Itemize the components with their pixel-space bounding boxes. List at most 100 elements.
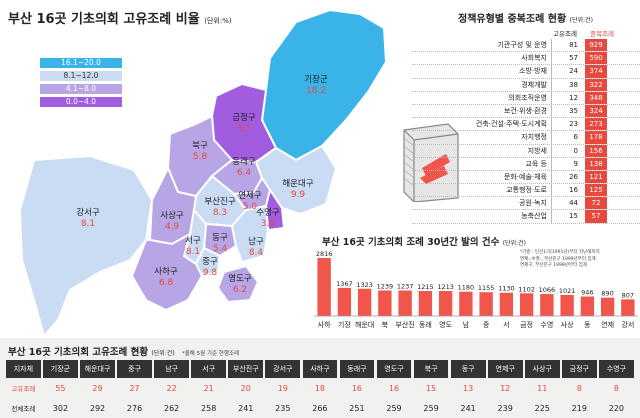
column-header: 기장군 (43, 360, 78, 378)
region-11 (230, 204, 270, 264)
own-cell: 13 (463, 384, 474, 393)
policy-name: 교통행정·도로 (506, 186, 547, 195)
policy-dup: 324 (585, 104, 607, 118)
bar-category: 서 (503, 320, 509, 329)
column-header: 북구 (413, 360, 449, 378)
bottom-table-title-text: 부산 16곳 기초의회 고유조례 현황 (8, 347, 149, 358)
policy-dup: 374 (585, 65, 607, 78)
region-label: 수영구 (256, 207, 280, 218)
bottom-table-title: 부산 16곳 기초의회 고유조례 현황 (단위:건) *올해 5월 기준 현행조… (8, 344, 239, 358)
header-label: 지자체 (6, 360, 41, 378)
bar (398, 290, 412, 316)
column-header: 부산진구 (228, 360, 264, 378)
policy-name: 농축산업 (521, 212, 547, 221)
policy-name: 건축·건설·주택·도시계획 (475, 120, 547, 129)
legend-item: 4.1~8.0 (40, 84, 122, 94)
bar-value: 807 (622, 291, 634, 299)
policy-row: 보건·위생·환경 35 324 (412, 104, 640, 119)
bar-value: 890 (601, 290, 613, 298)
bar-value: 1102 (518, 285, 535, 293)
policy-own: 35 (551, 104, 582, 118)
policy-own: 0 (551, 144, 582, 157)
bottom-table-panel: 부산 16곳 기초의회 고유조례 현황 (단위:건) *올해 5월 기준 현행조… (0, 338, 640, 418)
policy-own: 9 (551, 157, 582, 170)
bar-category: 영도 (439, 320, 452, 329)
policy-row: 건축·건설·주택·도시계획 23 273 (412, 118, 640, 132)
column-header: 동래구 (339, 360, 375, 378)
region-label: 중구 (202, 257, 218, 267)
bar-chart: 2816 사하 1367 기장 1323 해운대 1239 북 1237 부산진 1215 동래 121… (314, 250, 638, 329)
own-cell: 21 (203, 384, 214, 393)
column-header: 사하구 (302, 360, 338, 378)
policy-table-title: 정책유형별 중복조례 현황 (단위:건) (458, 10, 593, 25)
region-value: 3.7 (237, 124, 251, 134)
policy-name: 기관구성 및 운영 (497, 41, 547, 49)
bar-category: 동래 (419, 320, 432, 329)
column-header: 남구 (154, 360, 190, 378)
column-header: 중구 (117, 360, 152, 378)
bar (540, 294, 554, 316)
bar-category: 부산진 (395, 320, 414, 329)
bar (479, 292, 493, 316)
bar (499, 292, 514, 316)
bottom-table-header: 지자체 기장군 해운대구 중구 남구 서구 부산진구 강서구 사하구 동래구 영도구 북구 동구 연제구… (6, 360, 636, 378)
policy-row: 공원·녹지 44 72 (412, 197, 640, 211)
column-header: 서구 (191, 360, 227, 378)
total-cell: 258 (201, 404, 217, 413)
policy-dup: 273 (585, 118, 607, 131)
policy-name: 지방세 (527, 146, 547, 155)
policy-own: 26 (551, 170, 582, 184)
policy-name: 의회조직운영 (508, 93, 547, 102)
region-value: 8.3 (213, 208, 227, 218)
policy-dup: 72 (585, 197, 607, 210)
region-label: 연제구 (238, 191, 262, 201)
total-cell: 259 (423, 404, 439, 413)
bar (438, 291, 453, 316)
row-label-total: 전체조례 (11, 405, 36, 413)
note-line: 연제구, 부산진구 1998년부터 집계 (520, 263, 587, 268)
bar-value: 1367 (336, 280, 353, 288)
bar (519, 293, 534, 316)
bar-category: 기장 (338, 320, 351, 329)
total-cell: 266 (312, 404, 328, 413)
region-value: 6.4 (237, 168, 252, 178)
map-unit: (단위:%) (204, 17, 232, 25)
policy-name: 문화·예술·체육 (503, 172, 547, 181)
policy-dup: 348 (585, 91, 607, 104)
policy-own: 23 (551, 118, 582, 131)
bar-chart-title-text: 부산 16곳 기초의회 조례 30년간 발의 건수 (322, 237, 500, 248)
bar-category: 수영 (540, 320, 553, 329)
policy-dup: 57 (585, 210, 607, 223)
policy-row: 문화·예술·체육 26 121 (412, 170, 640, 185)
bar-category: 연제 (601, 321, 614, 329)
policy-row: 의회조직운영 12 348 (412, 91, 640, 105)
policy-name: 자치행정 (521, 133, 547, 142)
region-label: 해운대구 (282, 179, 313, 189)
total-cell: 220 (608, 404, 625, 413)
policy-own: 24 (551, 65, 582, 78)
policy-row: 농축산업 15 57 (412, 210, 640, 224)
policy-name: 경제개발 (521, 80, 547, 89)
bar-category: 남 (463, 320, 470, 329)
region-15 (130, 231, 204, 312)
policy-own: 6 (551, 131, 582, 144)
bar-chart-note: *기준 : 민선1기(1991년)부터 지난해까지 연제-,수영-, 부산진구 … (520, 250, 600, 270)
region-label: 북구 (192, 141, 208, 151)
policy-row: 기관구성 및 운영 81 929 (412, 39, 640, 53)
region-0 (260, 8, 388, 162)
region-value: 3.6 (261, 219, 276, 229)
bar-category: 사상 (561, 320, 574, 329)
column-header: 사상구 (524, 360, 560, 378)
bar-value: 946 (581, 289, 593, 297)
bar-value: 2816 (316, 250, 333, 258)
own-cell: 27 (129, 384, 140, 393)
bar (459, 291, 473, 316)
bar (317, 258, 331, 316)
bar-value: 1215 (417, 283, 434, 291)
total-cell: 235 (275, 404, 291, 413)
policy-name: 보건·위생·환경 (503, 106, 547, 115)
region-value: 6.8 (159, 278, 174, 288)
bar-value: 1213 (437, 283, 454, 291)
bar-value: 1180 (458, 284, 475, 292)
